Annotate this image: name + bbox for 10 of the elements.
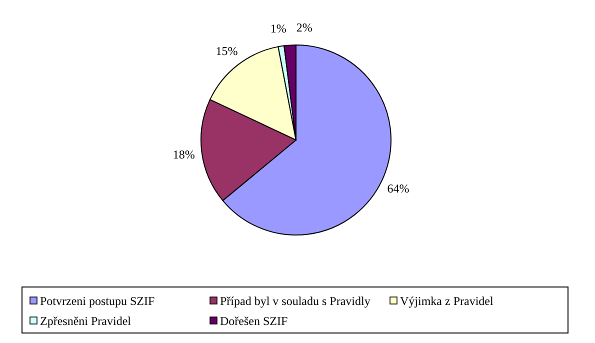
legend-label: Případ byl v souladu s Pravidly	[220, 294, 370, 308]
legend-label: Dořešen SZIF	[220, 314, 288, 328]
legend-label: Potvrzeni postupu SZIF	[40, 294, 155, 308]
legend-label: Výjimka z Pravidel	[400, 294, 494, 308]
data-label: 1%	[270, 22, 286, 36]
data-label: 18%	[172, 147, 195, 162]
data-label: 64%	[387, 181, 410, 196]
data-label: 15%	[216, 44, 238, 58]
legend-label: Zpřesněni Pravidel	[40, 314, 132, 328]
data-label: 2%	[296, 20, 312, 34]
